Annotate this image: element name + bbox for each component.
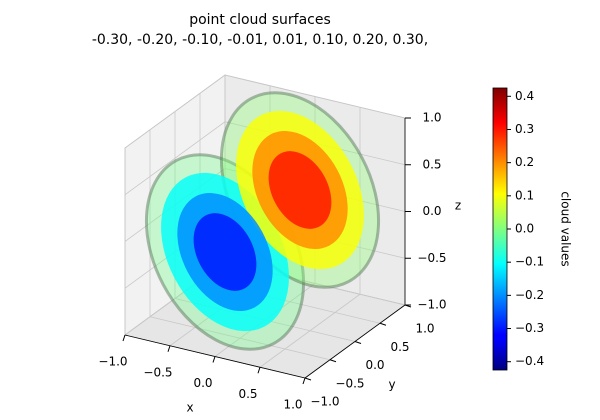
z-tick-label: −0.5	[417, 251, 446, 265]
z-axis-label: z	[455, 199, 461, 213]
colorbar-tick-label: 0.3	[515, 122, 534, 136]
y-axis-label: y	[388, 378, 395, 392]
x-tick	[302, 377, 306, 385]
chart-subtitle: -0.30, -0.20, -0.10, -0.01, 0.01, 0.10, …	[92, 32, 428, 48]
x-tick-label: 1.0	[283, 398, 302, 412]
grid-line	[124, 74, 226, 149]
y-tick-label: 1.0	[415, 322, 434, 336]
colorbar	[492, 87, 508, 371]
y-tick	[329, 359, 337, 363]
x-tick-label: 0.5	[238, 387, 257, 401]
colorbar-tick-label: −0.4	[515, 354, 544, 368]
colorbar-tick-label: −0.3	[515, 321, 544, 335]
y-tick-label: 0.5	[390, 340, 409, 354]
colorbar-label: cloud values	[559, 191, 573, 266]
z-tick-label: −1.0	[417, 298, 446, 312]
colorbar-tick-label: 0.4	[515, 89, 534, 103]
x-tick-label: −0.5	[143, 365, 172, 379]
y-tick	[379, 322, 387, 326]
colorbar-tick-label: 0.0	[515, 222, 534, 236]
z-tick-label: 0.0	[422, 204, 441, 218]
plot-area	[124, 74, 406, 379]
x-tick	[167, 345, 171, 352]
isosurface	[268, 151, 332, 229]
x-axis-label: x	[186, 401, 193, 415]
grid-line	[124, 121, 226, 196]
colorbar-tick-label: −0.1	[515, 255, 544, 269]
z-tick-label: 0.5	[422, 157, 441, 171]
grid-line	[224, 74, 406, 119]
y-tick	[304, 377, 312, 381]
chart-title: point cloud surfaces	[189, 12, 331, 28]
grid-line	[149, 316, 331, 361]
x-tick	[257, 367, 261, 374]
x-tick	[122, 334, 126, 342]
y-tick-label: −1.0	[310, 395, 339, 409]
colorbar-tick-label: −0.2	[515, 288, 544, 302]
y-tick-label: −0.5	[335, 376, 364, 390]
x-tick-label: 0.0	[193, 376, 212, 390]
x-tick	[212, 356, 216, 363]
z-tick-label: 1.0	[422, 111, 441, 125]
y-tick-label: 0.0	[365, 358, 384, 372]
x-tick-label: −1.0	[98, 355, 127, 369]
colorbar-tick-label: 0.1	[515, 188, 534, 202]
colorbar-tick-label: 0.2	[515, 155, 534, 169]
isosurface	[193, 213, 257, 291]
y-tick	[354, 341, 362, 344]
